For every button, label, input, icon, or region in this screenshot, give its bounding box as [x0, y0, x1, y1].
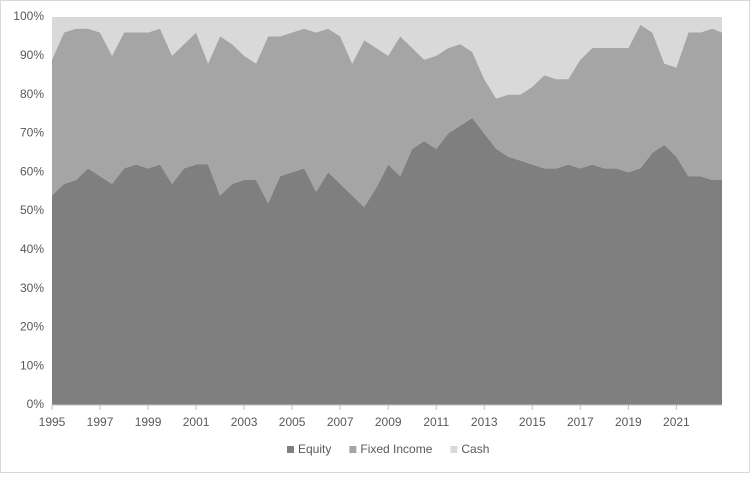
x-tick-label: 1999 — [135, 415, 162, 429]
x-tick-label: 2009 — [375, 415, 402, 429]
y-tick-label: 50% — [20, 203, 44, 217]
y-tick-label: 0% — [27, 397, 45, 411]
x-tick-label: 2021 — [663, 415, 690, 429]
x-tick-label: 2007 — [327, 415, 354, 429]
x-tick-label: 2013 — [471, 415, 498, 429]
x-tick-label: 2005 — [279, 415, 306, 429]
x-tick-label: 2019 — [615, 415, 642, 429]
y-tick-label: 60% — [20, 164, 44, 178]
x-tick-label: 2017 — [567, 415, 594, 429]
legend-swatch — [287, 446, 294, 453]
y-tick-label: 100% — [13, 9, 44, 23]
y-tick-label: 90% — [20, 48, 44, 62]
y-tick-label: 70% — [20, 126, 44, 140]
legend-swatch — [349, 446, 357, 453]
y-tick-label: 80% — [20, 87, 44, 101]
x-tick-label: 2011 — [423, 415, 449, 429]
x-tick-label: 1997 — [87, 415, 114, 429]
y-tick-label: 30% — [20, 281, 44, 295]
legend-label: Fixed Income — [360, 442, 432, 456]
legend-label: Equity — [298, 442, 331, 456]
area — [52, 24, 722, 208]
x-tick-label: 2015 — [519, 415, 546, 429]
y-tick-label: 40% — [20, 242, 44, 256]
area — [52, 17, 722, 99]
x-tick-label: 1995 — [39, 415, 66, 429]
x-tick-label: 2001 — [183, 415, 210, 429]
y-tick-label: 20% — [20, 320, 44, 334]
legend-swatch — [450, 446, 458, 453]
area — [52, 117, 722, 405]
x-tick-label: 2003 — [231, 415, 258, 429]
y-tick-label: 10% — [20, 358, 44, 372]
legend-label: Cash — [461, 442, 489, 456]
